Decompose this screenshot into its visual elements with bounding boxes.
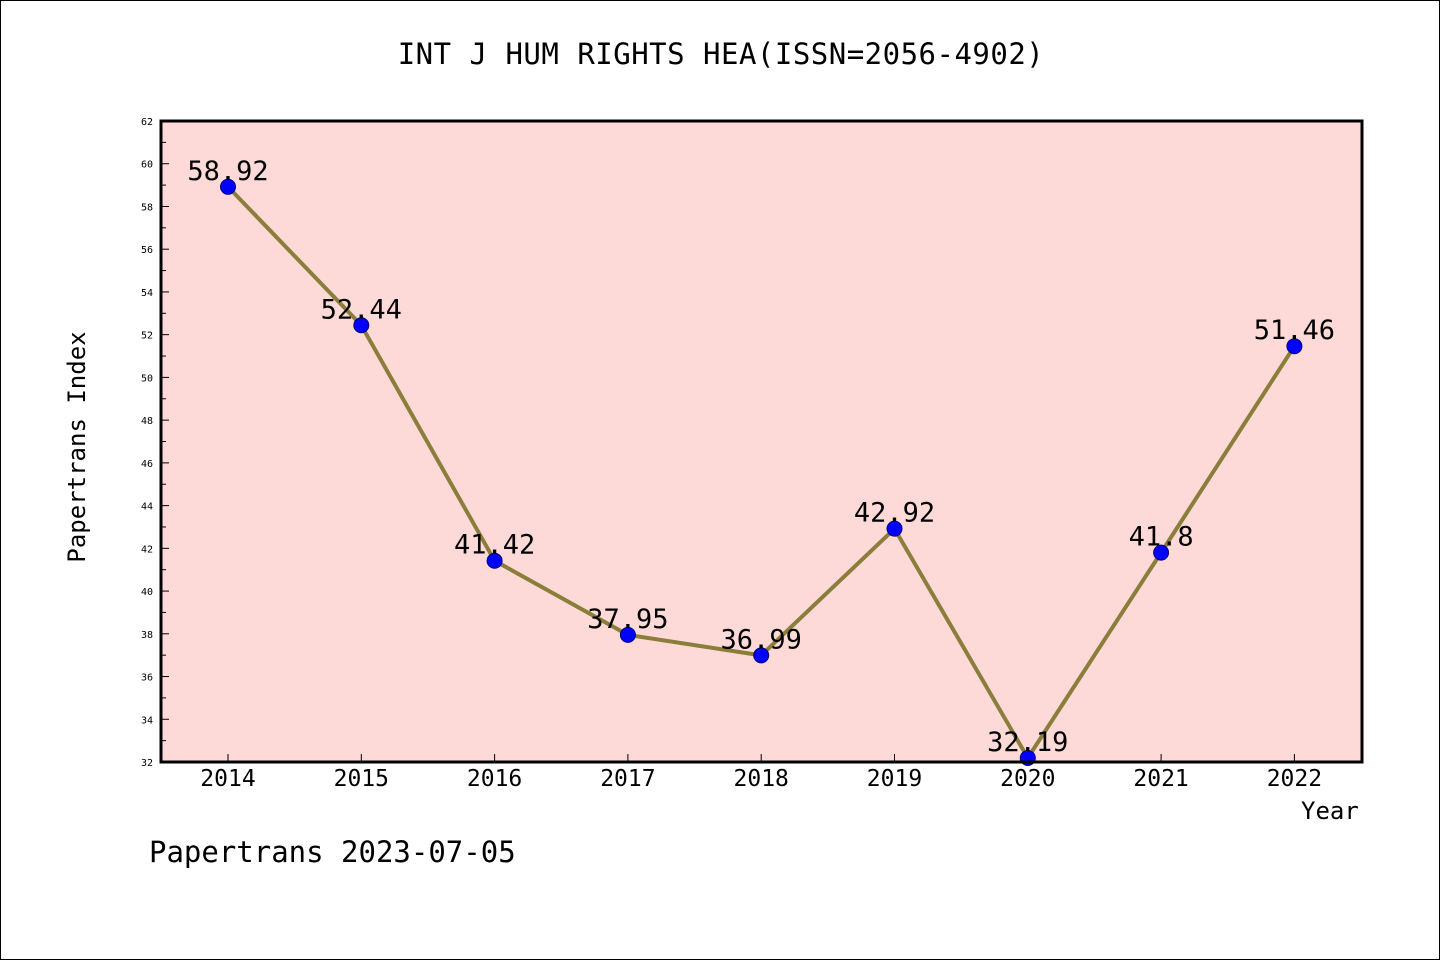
x-tick-label: 2022 bbox=[1267, 766, 1322, 792]
footer-note: Papertrans 2023-07-05 bbox=[149, 835, 516, 869]
x-tick-label: 2018 bbox=[734, 766, 789, 792]
data-point bbox=[753, 647, 770, 664]
y-tick-label: 50 bbox=[141, 373, 153, 384]
data-point bbox=[486, 552, 503, 569]
data-point bbox=[1153, 544, 1170, 561]
y-tick-label: 32 bbox=[141, 758, 153, 769]
x-tick-label: 2017 bbox=[600, 766, 655, 792]
plot-background bbox=[161, 121, 1362, 762]
y-tick-label: 40 bbox=[141, 587, 153, 598]
data-label: 41.42 bbox=[454, 530, 535, 561]
data-label: 36.99 bbox=[721, 624, 802, 655]
y-tick-label: 38 bbox=[141, 630, 153, 641]
data-label: 51.46 bbox=[1254, 315, 1335, 346]
y-tick-label: 48 bbox=[141, 416, 153, 427]
data-point bbox=[886, 520, 903, 537]
y-tick-label: 46 bbox=[141, 459, 153, 470]
y-tick-label: 44 bbox=[141, 502, 153, 513]
data-point bbox=[353, 317, 370, 334]
y-tick-label: 42 bbox=[141, 544, 153, 555]
data-label: 42.92 bbox=[854, 498, 935, 529]
x-tick-label: 2020 bbox=[1000, 766, 1055, 792]
y-tick-label: 34 bbox=[141, 715, 153, 726]
x-tick-label: 2014 bbox=[200, 766, 255, 792]
x-axis-label: Year bbox=[1301, 797, 1359, 825]
y-tick-label: 62 bbox=[141, 117, 153, 128]
data-point bbox=[619, 626, 636, 643]
data-label: 58.92 bbox=[187, 156, 268, 187]
data-label: 52.44 bbox=[321, 294, 402, 325]
x-tick-label: 2015 bbox=[334, 766, 389, 792]
x-tick-label: 2016 bbox=[467, 766, 522, 792]
data-label: 41.8 bbox=[1129, 522, 1194, 553]
y-tick-label: 36 bbox=[141, 673, 153, 684]
y-tick-label: 60 bbox=[141, 160, 153, 171]
x-tick-label: 2021 bbox=[1133, 766, 1188, 792]
chart-title: INT J HUM RIGHTS HEA(ISSN=2056-4902) bbox=[397, 37, 1045, 71]
data-label: 37.95 bbox=[587, 604, 668, 635]
x-tick-label: 2019 bbox=[867, 766, 922, 792]
data-label: 32.19 bbox=[987, 727, 1068, 758]
y-tick-label: 58 bbox=[141, 202, 153, 213]
y-tick-label: 56 bbox=[141, 245, 153, 256]
axes-frame bbox=[159, 119, 1364, 764]
data-point bbox=[1286, 338, 1303, 355]
y-tick-label: 54 bbox=[141, 288, 153, 299]
y-tick-label: 52 bbox=[141, 331, 153, 342]
data-point bbox=[220, 178, 236, 195]
